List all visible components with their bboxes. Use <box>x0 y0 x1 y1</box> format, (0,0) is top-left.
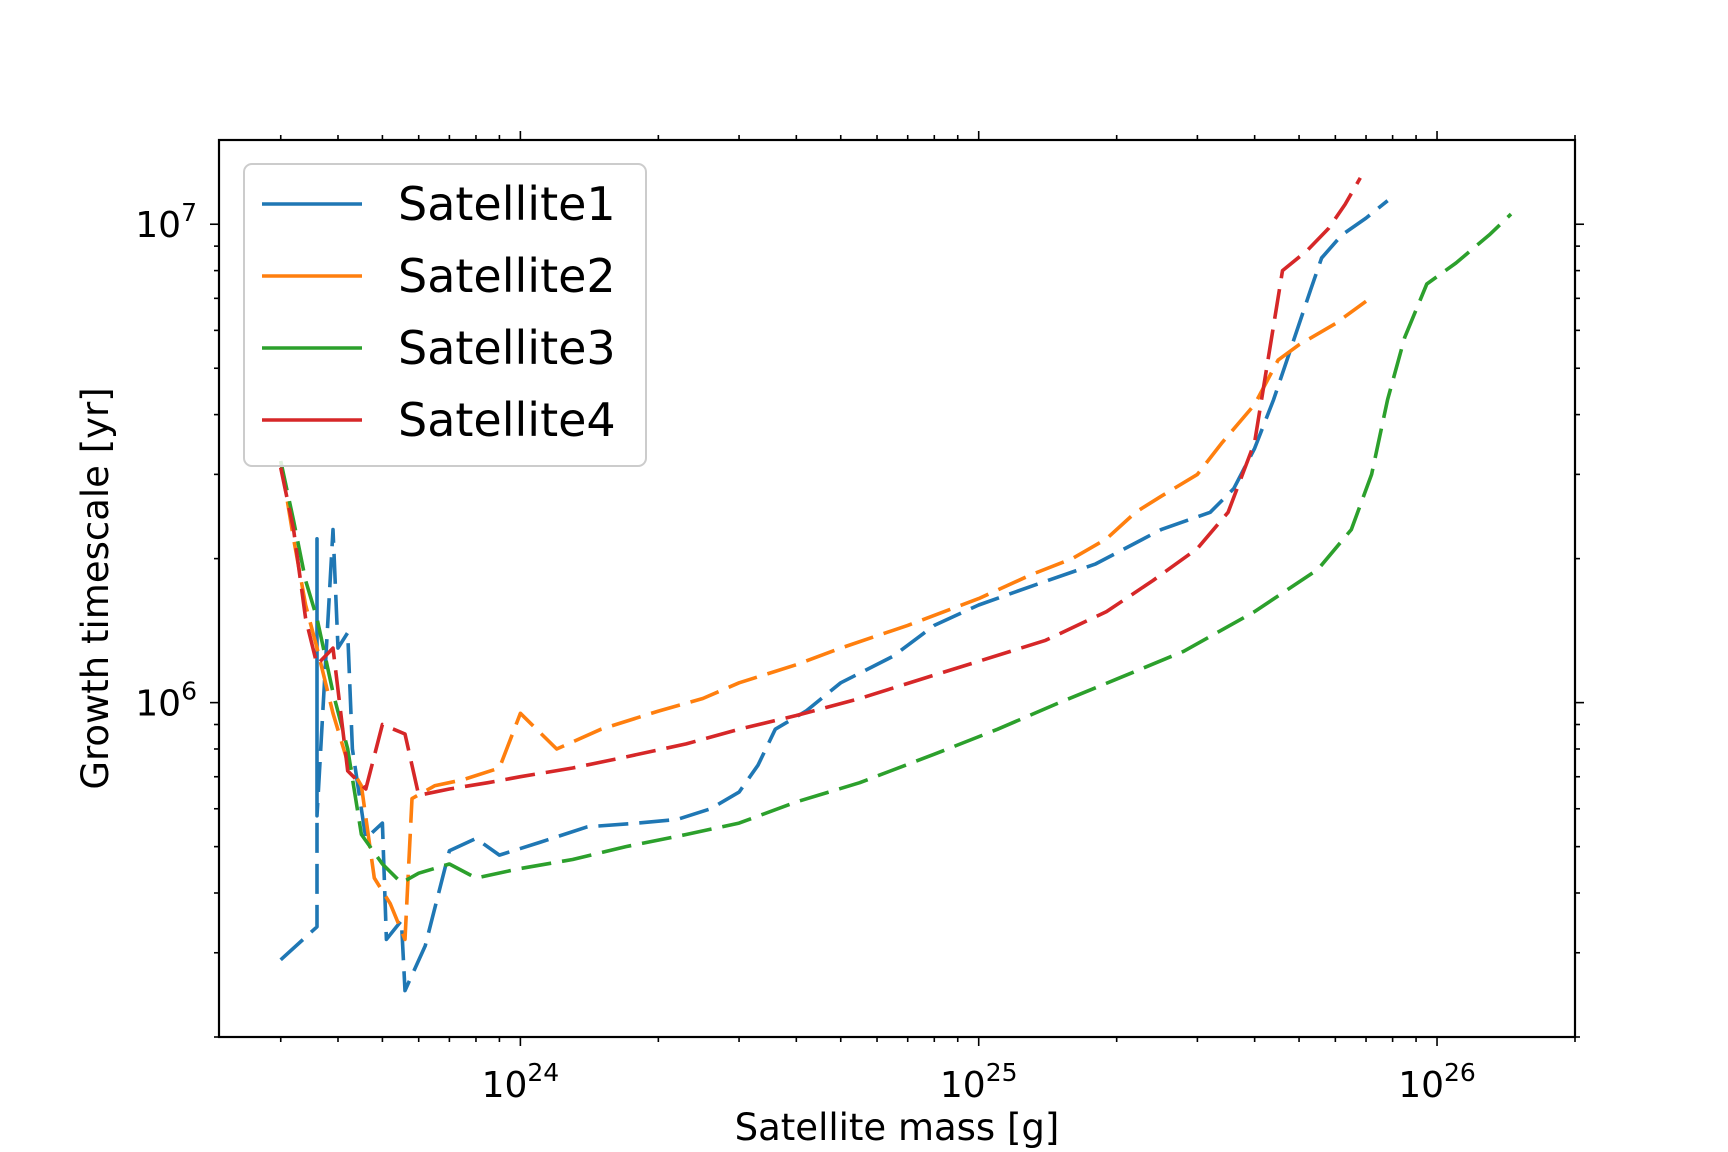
series-line-4 <box>278 177 1362 798</box>
legend-label-1: Satellite1 <box>398 177 616 231</box>
x-tick-exponent: 24 <box>527 1058 559 1087</box>
legend: Satellite1 Satellite2 Satellite3 Satellite4 <box>243 163 647 467</box>
y-tick-label: 107 <box>135 198 197 246</box>
series-group <box>278 177 1513 993</box>
x-tick-exponent: 26 <box>1444 1058 1476 1087</box>
series-line-3 <box>278 212 1513 885</box>
x-tick-exponent: 25 <box>986 1058 1018 1087</box>
x-tick-base: 10 <box>1398 1065 1444 1106</box>
plot-frame <box>217 138 1577 1039</box>
x-tick-label: 1026 <box>1398 1058 1476 1106</box>
y-tick-label: 106 <box>135 677 197 725</box>
x-tick-label: 1024 <box>482 1058 560 1106</box>
legend-label-2: Satellite2 <box>398 249 616 303</box>
series-line-1 <box>279 199 1389 993</box>
x-tick-base: 10 <box>940 1065 986 1106</box>
x-tick-base: 10 <box>482 1065 528 1106</box>
y-axis-label: Growth timescale [yr] <box>74 387 117 789</box>
y-tick-base: 10 <box>135 684 181 725</box>
y-tick-exponent: 6 <box>181 677 197 706</box>
y-tick-exponent: 7 <box>181 198 197 227</box>
x-axis-label: Satellite mass [g] <box>735 1106 1060 1149</box>
legend-label-3: Satellite3 <box>398 321 616 375</box>
x-tick-label: 1025 <box>940 1058 1018 1106</box>
y-tick-base: 10 <box>135 205 181 246</box>
legend-label-4: Satellite4 <box>398 393 616 447</box>
legend-box <box>243 163 647 467</box>
plot-area <box>278 177 1513 993</box>
series-line-2 <box>278 299 1368 942</box>
